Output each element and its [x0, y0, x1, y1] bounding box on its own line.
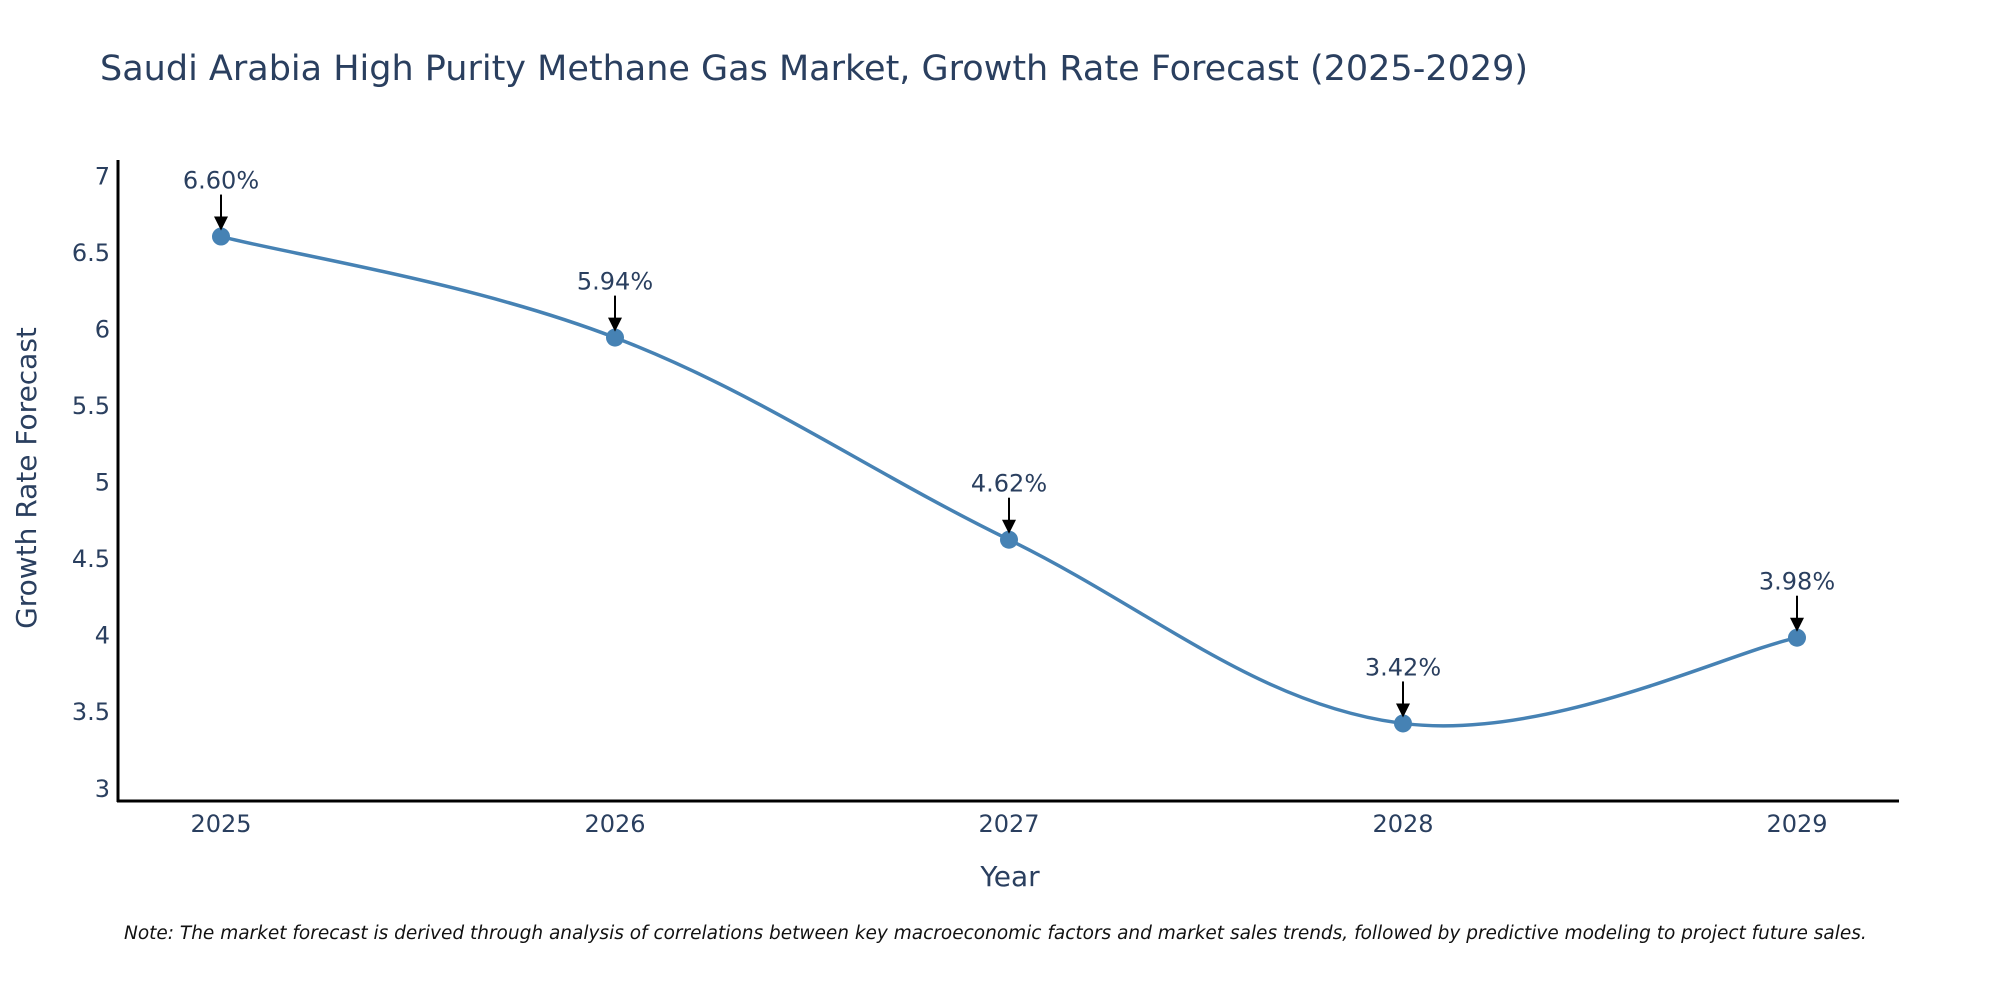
y-tick-label: 5	[95, 469, 110, 497]
footnote: Note: The market forecast is derived thr…	[124, 923, 1867, 944]
annotation-arrow-head	[1790, 617, 1804, 632]
y-tick-label: 6.5	[72, 239, 110, 267]
y-axis-ticks: 3 3.5 4 4.5 5 5.5 6 6.5 7	[72, 162, 110, 802]
y-tick-label: 7	[95, 162, 110, 190]
data-point-2027	[1000, 530, 1018, 549]
x-tick-label: 2029	[1766, 810, 1827, 838]
data-annotations: 6.60% 5.94% 4.62% 3.42% 3.98%	[183, 167, 1835, 718]
data-label: 4.62%	[971, 470, 1047, 498]
x-tick-label: 2025	[190, 810, 251, 838]
annotation-arrow-head	[214, 216, 228, 231]
y-tick-label: 5.5	[72, 392, 110, 420]
data-markers	[212, 227, 1806, 733]
data-label: 3.98%	[1759, 568, 1835, 596]
x-tick-label: 2027	[978, 810, 1039, 838]
annotation-arrow-head	[1002, 519, 1016, 534]
chart-title: Saudi Arabia High Purity Methane Gas Mar…	[100, 49, 1528, 89]
x-tick-label: 2028	[1372, 810, 1433, 838]
annotation-arrow-head	[608, 317, 622, 332]
x-axis-ticks: 2025 2026 2027 2028 2029	[190, 810, 1827, 838]
data-point-2029	[1788, 628, 1806, 647]
x-axis-title: Year	[979, 860, 1040, 893]
data-label: 6.60%	[183, 167, 259, 195]
y-tick-label: 4.5	[72, 545, 110, 573]
y-tick-label: 3.5	[72, 698, 110, 726]
y-axis-title: Growth Rate Forecast	[10, 327, 43, 629]
data-point-2028	[1394, 714, 1412, 733]
annotation-arrow-head	[1396, 703, 1410, 718]
y-tick-label: 3	[95, 775, 110, 803]
data-label: 3.42%	[1365, 653, 1441, 681]
data-point-2025	[212, 227, 230, 246]
data-point-2026	[606, 328, 624, 347]
data-label: 5.94%	[577, 268, 653, 296]
y-tick-label: 6	[95, 315, 110, 343]
x-tick-label: 2026	[584, 810, 645, 838]
y-tick-label: 4	[95, 622, 110, 650]
